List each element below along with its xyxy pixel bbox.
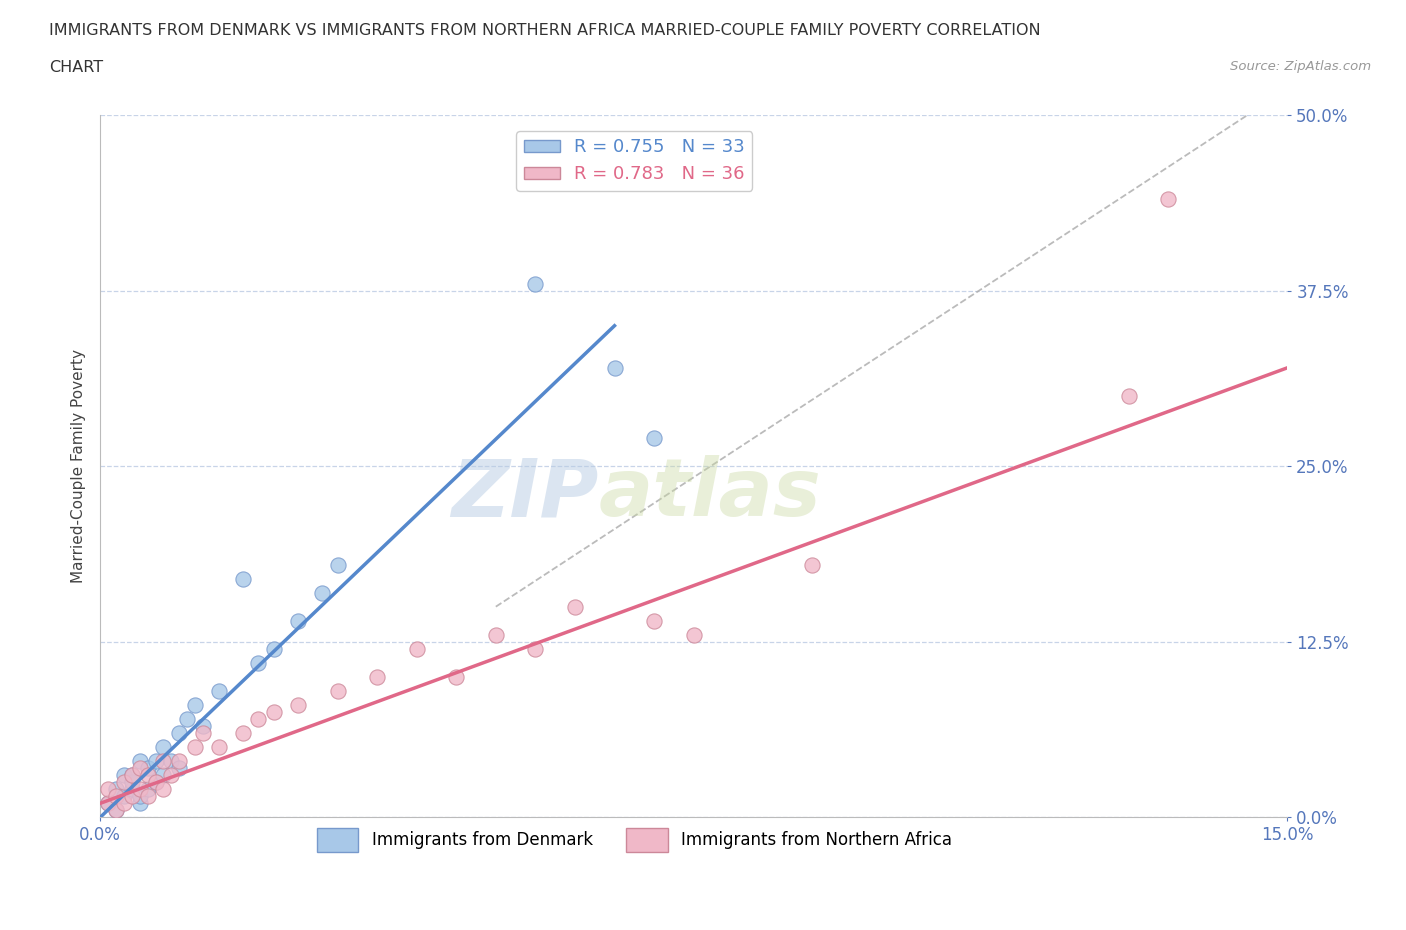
Point bbox=[112, 796, 135, 811]
Point bbox=[167, 761, 190, 776]
Point bbox=[97, 782, 120, 797]
Point bbox=[160, 768, 183, 783]
Point bbox=[326, 684, 349, 698]
Point bbox=[603, 361, 626, 376]
Point bbox=[184, 698, 207, 712]
Point bbox=[112, 789, 135, 804]
Point bbox=[121, 768, 143, 783]
Point bbox=[136, 789, 159, 804]
Point bbox=[128, 754, 150, 769]
Point bbox=[263, 705, 285, 720]
Point bbox=[311, 585, 333, 600]
Text: IMMIGRANTS FROM DENMARK VS IMMIGRANTS FROM NORTHERN AFRICA MARRIED-COUPLE FAMILY: IMMIGRANTS FROM DENMARK VS IMMIGRANTS FR… bbox=[49, 23, 1040, 38]
Point bbox=[263, 642, 285, 657]
Point bbox=[247, 656, 270, 671]
Point bbox=[485, 628, 508, 643]
Point bbox=[112, 768, 135, 783]
Point bbox=[121, 789, 143, 804]
Point bbox=[97, 796, 120, 811]
Point bbox=[287, 698, 309, 712]
Point bbox=[524, 276, 547, 291]
Point bbox=[145, 775, 167, 790]
Point bbox=[208, 684, 231, 698]
Point bbox=[136, 761, 159, 776]
Point bbox=[232, 725, 254, 740]
Point bbox=[160, 754, 183, 769]
Point bbox=[191, 725, 214, 740]
Point bbox=[326, 557, 349, 572]
Point bbox=[112, 775, 135, 790]
Text: Source: ZipAtlas.com: Source: ZipAtlas.com bbox=[1230, 60, 1371, 73]
Legend: Immigrants from Denmark, Immigrants from Northern Africa: Immigrants from Denmark, Immigrants from… bbox=[309, 821, 959, 858]
Point bbox=[121, 775, 143, 790]
Point bbox=[682, 628, 704, 643]
Point bbox=[104, 803, 127, 817]
Point bbox=[208, 739, 231, 754]
Point bbox=[128, 782, 150, 797]
Point bbox=[121, 768, 143, 783]
Point bbox=[176, 711, 198, 726]
Text: atlas: atlas bbox=[599, 456, 821, 533]
Point bbox=[152, 754, 174, 769]
Y-axis label: Married-Couple Family Poverty: Married-Couple Family Poverty bbox=[72, 349, 86, 583]
Point bbox=[104, 782, 127, 797]
Point bbox=[232, 571, 254, 586]
Point bbox=[444, 670, 467, 684]
Text: CHART: CHART bbox=[49, 60, 103, 75]
Text: ZIP: ZIP bbox=[451, 456, 599, 533]
Point bbox=[145, 754, 167, 769]
Point bbox=[104, 789, 127, 804]
Point bbox=[191, 719, 214, 734]
Point bbox=[405, 642, 427, 657]
Point bbox=[366, 670, 388, 684]
Point bbox=[1118, 389, 1140, 404]
Point bbox=[152, 782, 174, 797]
Point bbox=[524, 642, 547, 657]
Point bbox=[121, 782, 143, 797]
Point bbox=[564, 599, 586, 614]
Point bbox=[167, 754, 190, 769]
Point bbox=[145, 775, 167, 790]
Point bbox=[97, 796, 120, 811]
Point bbox=[136, 768, 159, 783]
Point bbox=[287, 613, 309, 628]
Point bbox=[152, 739, 174, 754]
Point bbox=[167, 725, 190, 740]
Point bbox=[128, 789, 150, 804]
Point bbox=[128, 796, 150, 811]
Point bbox=[104, 803, 127, 817]
Point bbox=[184, 739, 207, 754]
Point bbox=[247, 711, 270, 726]
Point bbox=[152, 768, 174, 783]
Point bbox=[643, 613, 665, 628]
Point bbox=[1157, 192, 1180, 206]
Point bbox=[801, 557, 824, 572]
Point bbox=[136, 782, 159, 797]
Point bbox=[643, 431, 665, 445]
Point bbox=[128, 761, 150, 776]
